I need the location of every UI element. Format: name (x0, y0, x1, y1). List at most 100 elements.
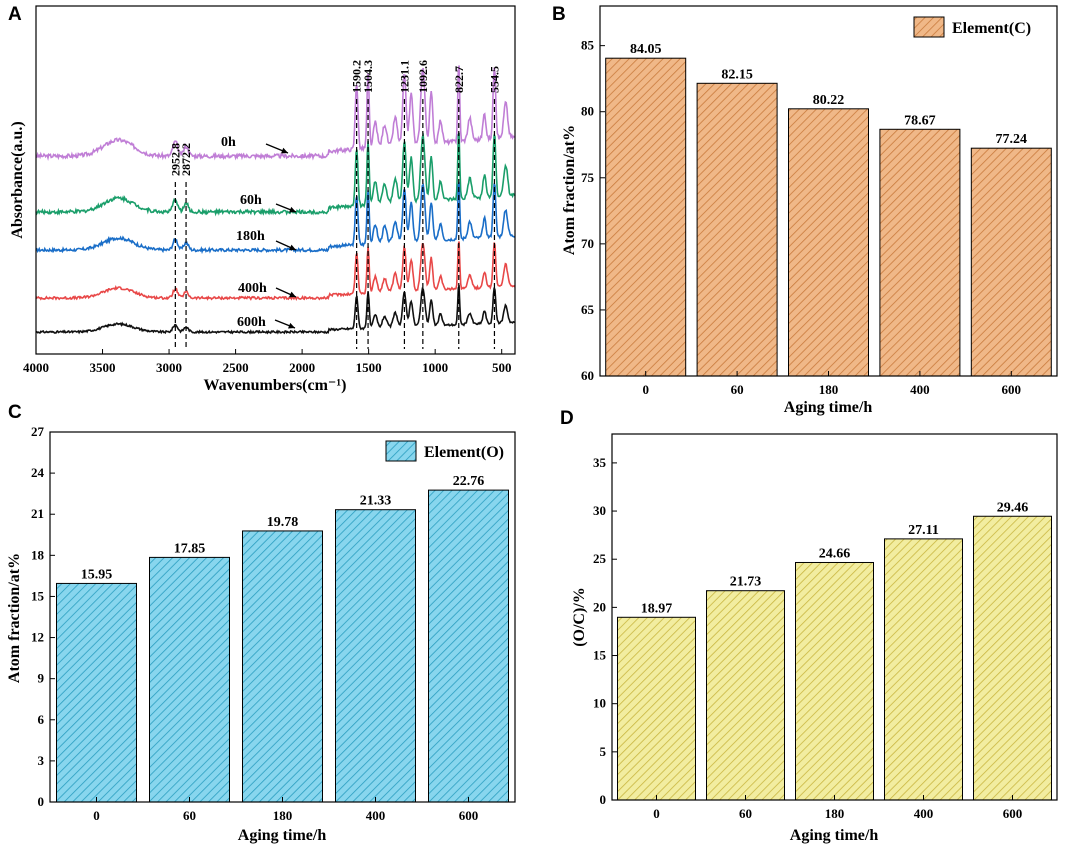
panel-c-bar (428, 489, 509, 803)
ftir-label-400h: 400h (238, 281, 267, 296)
panel-d-oc-ratio-chart: D 18.97 21.73 24.66 27.11 29.46 0 5 10 15 20 25 30… (560, 408, 1058, 844)
panel-b-legend-label: Element(C) (952, 20, 1031, 37)
panel-c-y-tick-label: 12 (31, 630, 44, 645)
panel-d-y-title: (O/C)/% (571, 587, 588, 647)
ftir-arrowhead-0h (281, 147, 288, 154)
panel-c-value-label: 21.33 (360, 494, 392, 509)
ftir-arrowhead-600h (288, 322, 295, 329)
panel-c-x-tick-label: 400 (366, 808, 386, 823)
panel-c-value-label: 22.76 (453, 474, 485, 489)
panel-d-value-label: 21.73 (730, 575, 762, 590)
panel-c-x-tick-label: 60 (183, 808, 196, 823)
panel-c-bars: 15.95 17.85 19.78 21.33 22.76 (56, 474, 509, 803)
panel-a-x-tick-label: 3500 (90, 360, 116, 375)
panel-c-oxygen-chart: C 15.95 17.85 19.78 21.33 22.76 0 3 6 9 12 15 18 21… (6, 402, 516, 844)
ftir-series-180h (35, 181, 515, 255)
panel-c-bar (149, 556, 230, 803)
panel-b-y-ticks: 60 65 70 75 80 85 (581, 38, 605, 383)
panel-d-x-tick-label: 180 (825, 806, 845, 821)
panel-b-bar (970, 147, 1052, 377)
panel-c-y-tick-label: 6 (38, 712, 45, 727)
panel-d-y-ticks: 0 5 10 15 20 25 30 35 (593, 455, 617, 807)
panel-b-x-tick-label: 600 (1002, 382, 1022, 397)
panel-a-x-tick-label: 2000 (289, 360, 315, 375)
panel-c-y-tick-label: 24 (31, 465, 45, 480)
panel-b-bar (605, 57, 687, 377)
panel-d-bar (617, 616, 696, 801)
panel-a-x-ticks: 4000 3500 3000 2500 2000 1500 1000 500 (23, 349, 511, 375)
panel-c-x-ticks: 0 60 180 400 600 (93, 797, 478, 823)
ftir-arrowhead-180h (289, 244, 296, 251)
panel-a-x-tick-label: 1000 (422, 360, 448, 375)
panel-d-value-label: 27.11 (908, 523, 939, 538)
panel-d-y-tick-label: 15 (593, 648, 607, 663)
panel-d-y-tick-label: 5 (600, 744, 607, 759)
panel-d-bar (884, 538, 963, 801)
panel-d-value-label: 24.66 (819, 546, 851, 561)
panel-letter-c: C (8, 402, 22, 423)
ftir-series-60h (35, 132, 516, 217)
panel-letter-b: B (552, 4, 566, 25)
panel-b-x-tick-label: 400 (910, 382, 930, 397)
panel-c-legend-swatch (385, 440, 417, 462)
panel-d-bar (706, 590, 785, 801)
panel-d-x-tick-label: 0 (653, 806, 660, 821)
panel-b-bar (879, 128, 961, 377)
panel-b-bar (788, 108, 869, 377)
panel-d-bar (973, 515, 1052, 801)
panel-a-x-tick-label: 2500 (223, 360, 249, 375)
panel-c-y-tick-label: 15 (31, 588, 45, 603)
panel-a-x-tick-label: 500 (492, 360, 512, 375)
panel-b-legend: Element(C) (913, 16, 1031, 38)
panel-c-y-tick-label: 3 (38, 753, 45, 768)
panel-b-value-label: 80.22 (813, 93, 845, 108)
panel-b-y-tick-label: 60 (581, 368, 594, 383)
ftir-series-400h (35, 241, 516, 302)
ftir-label-0h: 0h (221, 135, 236, 150)
panel-c-bar (335, 509, 416, 803)
panel-c-y-tick-label: 0 (38, 794, 45, 809)
panel-a-peak-label: 1231.1 (397, 60, 411, 93)
panel-b-value-label: 77.24 (996, 132, 1028, 147)
ftir-time-labels: 0h 60h 180h 400h 600h (221, 135, 297, 330)
panel-b-x-tick-label: 180 (819, 382, 839, 397)
panel-a-y-title: Absorbance(a.u.) (9, 121, 26, 238)
panel-b-y-tick-label: 85 (581, 38, 595, 53)
panel-d-x-tick-label: 600 (1003, 806, 1023, 821)
panel-c-y-ticks: 0 3 6 9 12 15 18 21 24 27 (31, 424, 55, 809)
panel-b-x-tick-label: 0 (642, 382, 649, 397)
panel-b-y-tick-label: 80 (581, 104, 594, 119)
panel-c-y-tick-label: 9 (38, 671, 45, 686)
panel-d-x-ticks: 0 60 180 400 600 (653, 795, 1022, 821)
panel-c-value-label: 19.78 (267, 515, 299, 530)
ftir-label-180h: 180h (236, 229, 265, 244)
ftir-series-group (35, 65, 516, 335)
panel-b-x-tick-label: 60 (731, 382, 744, 397)
panel-d-bars: 18.97 21.73 24.66 27.11 29.46 (617, 500, 1052, 801)
panel-c-y-tick-label: 27 (31, 424, 45, 439)
panel-c-x-tick-label: 0 (93, 808, 100, 823)
panel-b-value-label: 82.15 (721, 67, 753, 82)
panel-d-y-tick-label: 0 (600, 792, 607, 807)
panel-d-value-label: 29.46 (997, 500, 1029, 515)
panel-c-bar (242, 530, 323, 803)
panel-b-value-label: 84.05 (630, 42, 662, 57)
panel-b-x-title: Aging time/h (784, 399, 873, 416)
panel-c-bar (56, 582, 137, 803)
panel-b-carbon-chart: B 84.05 82.15 80.22 78.67 77.24 60 65 70 75 80 85… (552, 4, 1058, 416)
panel-a-peak-label: 822.7 (452, 66, 466, 93)
panel-d-y-tick-label: 10 (593, 696, 606, 711)
panel-c-x-tick-label: 180 (273, 808, 293, 823)
panel-b-y-tick-label: 75 (581, 170, 595, 185)
panel-c-value-label: 15.95 (81, 567, 113, 582)
panel-b-legend-swatch (913, 16, 945, 38)
ftir-label-600h: 600h (237, 315, 266, 330)
ftir-label-60h: 60h (240, 193, 262, 208)
panel-b-y-tick-label: 70 (581, 236, 594, 251)
panel-d-y-tick-label: 35 (593, 455, 607, 470)
panel-d-y-tick-label: 30 (593, 503, 606, 518)
ftir-series-0h (35, 65, 516, 162)
panel-d-bar (795, 561, 874, 801)
panel-d-value-label: 18.97 (641, 601, 673, 616)
